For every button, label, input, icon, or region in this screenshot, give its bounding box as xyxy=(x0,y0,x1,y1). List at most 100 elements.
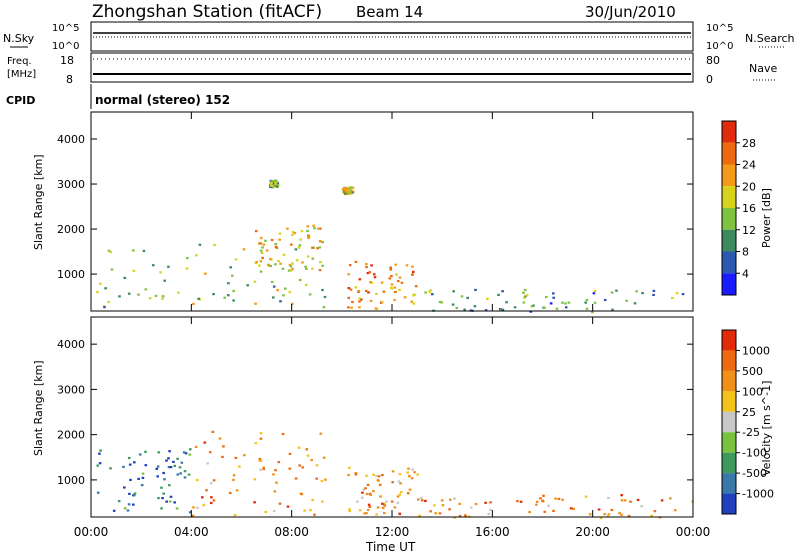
echo-cell xyxy=(428,290,432,293)
colorbar-swatch xyxy=(722,164,736,187)
y-tick-label: 1000 xyxy=(57,474,85,487)
echo-cell xyxy=(323,295,327,299)
power-colorbar-label: Power [dB] xyxy=(760,188,773,248)
echo-cell xyxy=(309,509,312,512)
x-tick-label: 16:00 xyxy=(475,525,510,539)
colorbar-swatch xyxy=(722,432,736,453)
echo-cell xyxy=(202,504,206,507)
echo-cell xyxy=(235,489,239,492)
echo-cell xyxy=(291,262,294,265)
echo-cell xyxy=(382,290,386,293)
colorbar-swatch xyxy=(722,273,736,295)
echo-cell xyxy=(290,243,293,246)
echo-cell xyxy=(161,295,165,298)
echo-cell xyxy=(453,516,456,519)
colorbar-tick-label: 16 xyxy=(742,202,756,215)
echo-cell xyxy=(359,298,363,301)
velocity-plot-frame xyxy=(90,316,694,518)
echo-cell xyxy=(361,496,364,499)
echo-cell xyxy=(390,283,394,286)
echo-cell xyxy=(274,469,277,472)
echo-cell xyxy=(318,246,321,249)
colorbar-tick-label: -100 xyxy=(742,447,767,460)
echo-cell xyxy=(142,249,146,252)
echo-cell xyxy=(585,299,589,302)
echo-cell xyxy=(315,477,318,480)
echo-cell xyxy=(347,296,350,299)
velocity-y-axis-label: Slant Range [km] xyxy=(32,360,45,456)
colorbar-tick-label: -500 xyxy=(742,467,767,480)
echo-cell xyxy=(393,298,396,302)
echo-cell xyxy=(500,308,503,311)
echo-cell xyxy=(458,502,461,505)
echo-cell xyxy=(160,507,163,510)
echo-cell xyxy=(269,185,272,189)
echo-cell xyxy=(400,281,404,284)
freq-left-unit: [MHz] xyxy=(7,69,36,80)
colorbar-swatch xyxy=(722,330,736,351)
velocity-colorbar-label: Velocity [m s^-1] xyxy=(760,381,773,476)
echo-cell xyxy=(513,306,517,309)
echo-cell xyxy=(281,433,285,436)
echo-cell xyxy=(375,292,378,295)
echo-cell xyxy=(593,289,597,293)
echo-cell xyxy=(227,282,230,285)
echo-cell xyxy=(243,454,246,457)
echo-cell xyxy=(261,256,264,260)
echo-cell xyxy=(301,466,304,469)
echo-cell xyxy=(449,498,452,501)
echo-cell xyxy=(156,465,160,468)
echo-cell xyxy=(272,180,275,183)
noise-left-tick-bottom: 10^0 xyxy=(52,41,79,52)
colorbar-swatch xyxy=(722,452,736,474)
echo-cell xyxy=(367,291,370,294)
echo-cell xyxy=(561,301,564,304)
echo-cell xyxy=(319,432,323,435)
echo-cell xyxy=(315,464,319,467)
echo-cell xyxy=(623,499,627,502)
echo-cell xyxy=(253,501,256,504)
echo-cell xyxy=(109,251,113,254)
echo-cell xyxy=(275,246,279,249)
echo-cell xyxy=(389,268,393,271)
echo-cell xyxy=(398,288,401,291)
echo-cell xyxy=(398,493,401,496)
echo-cell xyxy=(381,506,385,510)
echo-cell xyxy=(274,182,277,185)
echo-cell xyxy=(213,243,216,247)
echo-cell xyxy=(322,306,326,309)
echo-cell xyxy=(172,460,175,463)
echo-cell xyxy=(168,450,171,453)
echo-cell xyxy=(177,291,180,294)
echo-cell xyxy=(127,292,131,295)
echo-cell xyxy=(182,451,186,454)
echo-cell xyxy=(379,495,382,498)
echo-cell xyxy=(138,453,142,456)
echo-cell xyxy=(259,270,263,273)
echo-cell xyxy=(441,504,445,507)
echo-cell xyxy=(552,296,555,299)
echo-cell xyxy=(372,273,376,276)
echo-cell xyxy=(294,477,298,480)
echo-cell xyxy=(599,517,603,520)
nave-tick-top: 80 xyxy=(706,54,720,67)
colorbar-tick-label: 24 xyxy=(742,159,756,172)
echo-cell xyxy=(212,479,216,482)
echo-cell xyxy=(132,269,136,272)
echo-cell xyxy=(259,437,263,440)
chart-title: Zhongshan Station (fitACF) xyxy=(92,2,322,22)
echo-cell xyxy=(208,451,212,454)
echo-cell xyxy=(453,497,456,500)
echo-cell xyxy=(273,510,276,513)
echo-cell xyxy=(486,297,489,300)
echo-cell xyxy=(322,456,326,459)
beam-label: Beam 14 xyxy=(356,3,423,21)
colorbar-tick-label: -25 xyxy=(742,426,760,439)
echo-cell xyxy=(464,514,467,517)
power-colorbar: 4 8 12 16 20 24 28 xyxy=(721,120,756,296)
echo-cell xyxy=(279,300,282,303)
echo-cell xyxy=(305,448,309,451)
echo-cell xyxy=(127,456,131,460)
echo-cell xyxy=(681,293,685,296)
echo-cell xyxy=(391,470,395,473)
